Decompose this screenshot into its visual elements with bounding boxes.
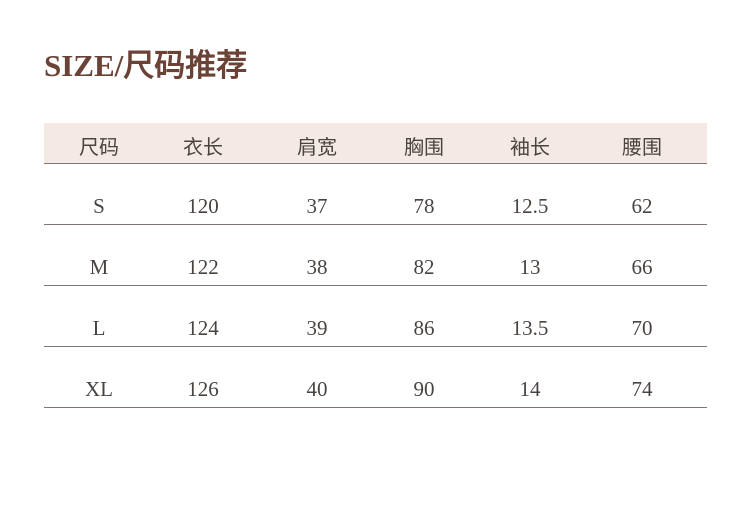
table-cell: 78	[413, 194, 435, 218]
table-cell: XL	[85, 377, 113, 401]
table-cell: 74	[631, 377, 653, 401]
table-cell: 122	[187, 255, 219, 279]
table-cell: 66	[631, 255, 653, 279]
table-cell: 124	[187, 316, 219, 340]
table-cell: 38	[306, 255, 328, 279]
table-cell: 14	[519, 377, 541, 401]
table-cell: 40	[306, 377, 328, 401]
table-row: L 124 39 86 13.5 70	[44, 286, 707, 347]
table-cell: 120	[187, 194, 219, 218]
table-cell: L	[92, 316, 106, 340]
table-cell: 70	[631, 316, 653, 340]
table-cell: S	[93, 194, 105, 218]
table-row: M 122 38 82 13 66	[44, 225, 707, 286]
table-cell: 13.5	[511, 316, 549, 340]
table-cell: 82	[413, 255, 435, 279]
table-cell: 90	[413, 377, 435, 401]
table-cell: 39	[306, 316, 328, 340]
header-cell: 尺码	[79, 137, 119, 159]
page-title: SIZE/尺码推荐	[44, 48, 248, 83]
table-header: 尺码 衣长 肩宽 胸围 袖长 腰围	[44, 123, 707, 164]
table-cell: 12.5	[511, 194, 549, 218]
table-cell: 86	[413, 316, 435, 340]
table-cell: 13	[519, 255, 541, 279]
header-cell: 胸围	[404, 137, 444, 159]
header-cell: 肩宽	[297, 137, 337, 159]
header-cell: 衣长	[183, 137, 223, 159]
table-cell: 126	[187, 377, 219, 401]
table-cell: 37	[306, 194, 328, 218]
size-table: 尺码 衣长 肩宽 胸围 袖长 腰围 S 120 37 78 12.5 62 M 122 38 82…	[44, 123, 707, 408]
header-cell: 腰围	[622, 137, 662, 159]
table-cell: 62	[631, 194, 653, 218]
table-row: XL 126 40 90 14 74	[44, 347, 707, 408]
header-cell: 袖长	[510, 137, 550, 159]
table-row: S 120 37 78 12.5 62	[44, 164, 707, 225]
table-cell: M	[89, 255, 109, 279]
